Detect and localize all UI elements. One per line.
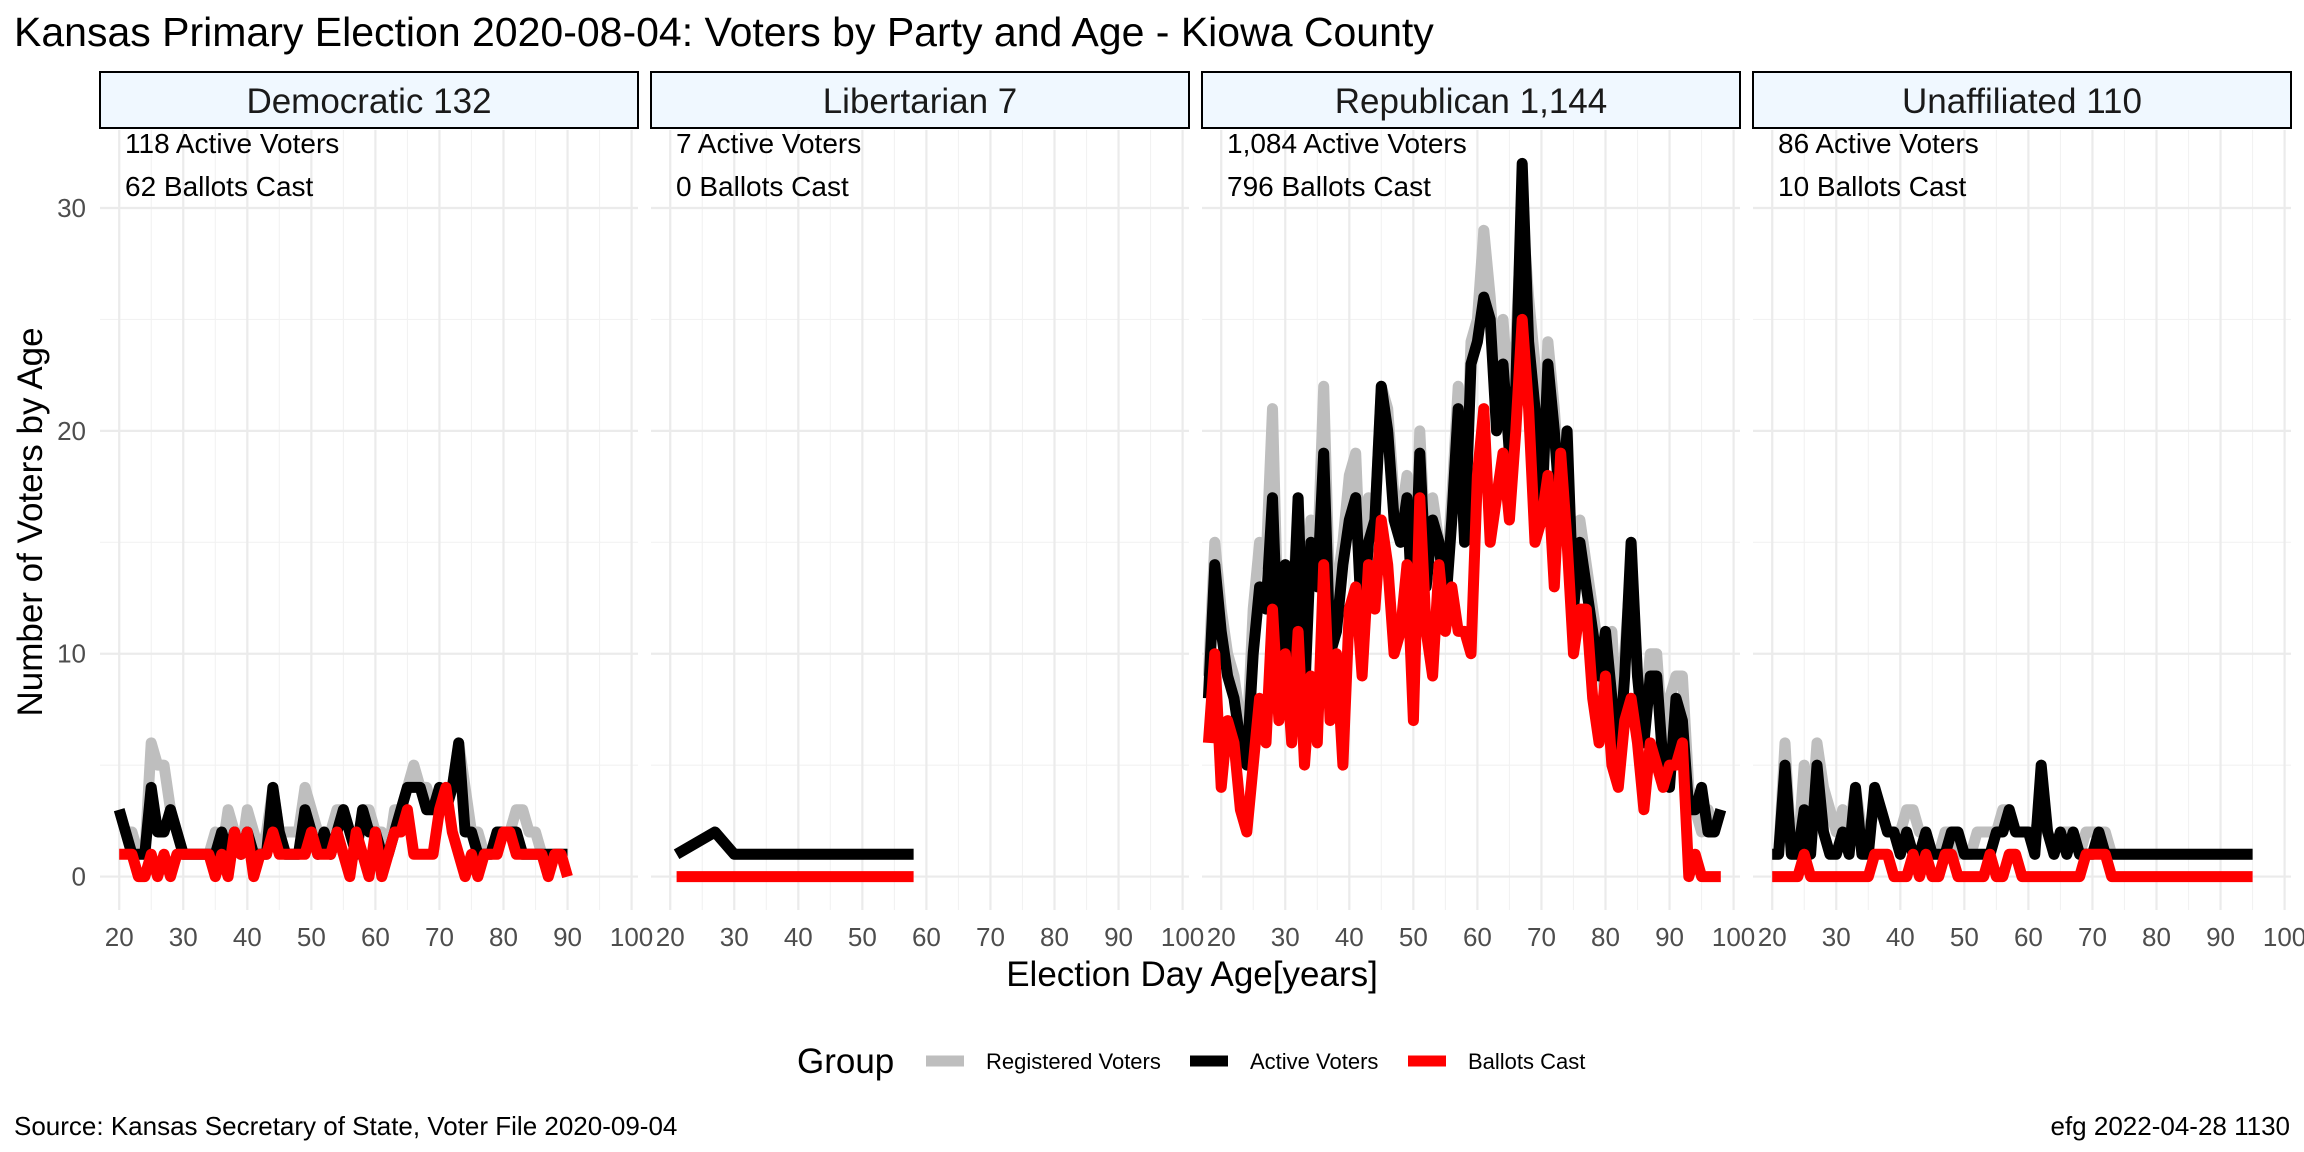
x-tick-label: 90 xyxy=(1655,922,1684,952)
facet-strip-label: Libertarian 7 xyxy=(823,82,1018,121)
x-tick-label: 20 xyxy=(1758,922,1787,952)
source-caption: Source: Kansas Secretary of State, Voter… xyxy=(14,1111,677,1141)
x-tick-label: 20 xyxy=(656,922,685,952)
panel-annotation: 62 Ballots Cast xyxy=(125,171,314,202)
legend: Group Registered Voters Active Voters Ballo… xyxy=(797,1042,1585,1081)
panel-annotation: 118 Active Voters xyxy=(125,128,339,159)
y-tick-label: 30 xyxy=(57,193,86,223)
facet-strip-label: Unaffiliated 110 xyxy=(1902,82,2142,121)
x-tick-label: 90 xyxy=(1104,922,1133,952)
x-tick-label: 50 xyxy=(848,922,877,952)
x-tick-label: 40 xyxy=(233,922,262,952)
facet-strip xyxy=(1201,71,1741,129)
panel-annotation: 0 Ballots Cast xyxy=(676,171,849,202)
x-tick-label: 40 xyxy=(1335,922,1364,952)
facet-strip xyxy=(99,71,639,129)
series-line-ballots-cast xyxy=(1202,313,1721,883)
x-tick-label: 30 xyxy=(169,922,198,952)
x-tick-label: 40 xyxy=(784,922,813,952)
facet-panel-republican-1-144: Republican 1,144 20 30 40 50 60 70 80 90 100 1,084… xyxy=(1201,71,1755,952)
x-tick-label: 70 xyxy=(1527,922,1556,952)
y-tick-label: 0 xyxy=(72,862,86,892)
panel-annotation: 10 Ballots Cast xyxy=(1778,171,1967,202)
y-axis-title: Number of Voters by Age xyxy=(11,327,50,716)
x-tick-label: 70 xyxy=(425,922,454,952)
facet-strip-label: Democratic 132 xyxy=(246,82,491,121)
facet-panel-unaffiliated-110: Unaffiliated 110 20 30 40 50 60 70 80 90 100 86 Ac… xyxy=(1752,71,2304,952)
x-tick-label: 50 xyxy=(1950,922,1979,952)
x-tick-label: 70 xyxy=(976,922,1005,952)
legend-label-ballots-cast: Ballots Cast xyxy=(1468,1049,1585,1074)
x-tick-label: 20 xyxy=(105,922,134,952)
series-line-ballots-cast xyxy=(119,781,573,883)
panel-annotation: 7 Active Voters xyxy=(676,128,861,159)
x-tick-label: 60 xyxy=(2014,922,2043,952)
x-tick-label: 60 xyxy=(1463,922,1492,952)
x-tick-label: 90 xyxy=(553,922,582,952)
facet-strip xyxy=(1752,71,2292,129)
x-tick-label: 70 xyxy=(2078,922,2107,952)
y-tick-label: 20 xyxy=(57,416,86,446)
panel-annotation: 796 Ballots Cast xyxy=(1227,171,1431,202)
y-tick-label: 10 xyxy=(57,639,86,669)
legend-title: Group xyxy=(797,1042,894,1081)
x-tick-label: 80 xyxy=(489,922,518,952)
x-tick-label: 50 xyxy=(297,922,326,952)
x-tick-label: 20 xyxy=(1207,922,1236,952)
facet-panel-democratic-132: Democratic 132 20 30 40 50 60 70 80 90 100 0 10 20 30… xyxy=(57,71,653,952)
x-tick-label: 30 xyxy=(1822,922,1851,952)
x-tick-label: 30 xyxy=(720,922,749,952)
x-tick-label: 80 xyxy=(2142,922,2171,952)
series-line-active-voters xyxy=(673,826,914,860)
x-tick-label: 40 xyxy=(1886,922,1915,952)
chart-title: Kansas Primary Election 2020-08-04: Vote… xyxy=(14,9,1434,55)
x-tick-label: 60 xyxy=(912,922,941,952)
x-tick-label: 80 xyxy=(1040,922,1069,952)
panel-annotation: 86 Active Voters xyxy=(1778,128,1979,159)
legend-label-registered-voters: Registered Voters xyxy=(986,1049,1161,1074)
x-tick-label: 60 xyxy=(361,922,390,952)
legend-label-active-voters: Active Voters xyxy=(1250,1049,1378,1074)
x-tick-label: 90 xyxy=(2206,922,2235,952)
series-line-ballots-cast xyxy=(1772,848,2253,883)
facet-strip-label: Republican 1,144 xyxy=(1335,82,1607,121)
x-tick-label: 50 xyxy=(1399,922,1428,952)
x-tick-label: 100 xyxy=(1712,922,1755,952)
facet-panel-libertarian-7: Libertarian 7 20 30 40 50 60 70 80 90 100 7 Active… xyxy=(650,71,1204,952)
x-axis-title: Election Day Age[years] xyxy=(1006,955,1378,994)
facet-strip xyxy=(650,71,1190,129)
series-line-active-voters xyxy=(1202,157,1727,838)
x-tick-label: 30 xyxy=(1271,922,1300,952)
x-tick-label: 100 xyxy=(610,922,653,952)
facet-panels: Democratic 132 20 30 40 50 60 70 80 90 100 0 10 20 30… xyxy=(57,71,2304,952)
timestamp-caption: efg 2022-04-28 1130 xyxy=(2051,1111,2291,1141)
x-tick-label: 80 xyxy=(1591,922,1620,952)
panel-annotation: 1,084 Active Voters xyxy=(1227,128,1467,159)
x-tick-label: 100 xyxy=(1161,922,1204,952)
x-tick-label: 100 xyxy=(2263,922,2304,952)
